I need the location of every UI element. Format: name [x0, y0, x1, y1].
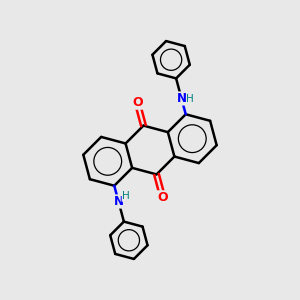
Text: H: H — [186, 94, 194, 104]
Text: H: H — [122, 191, 130, 202]
Text: O: O — [158, 191, 168, 204]
Text: N: N — [113, 195, 124, 208]
Text: O: O — [132, 96, 142, 109]
Text: N: N — [176, 92, 187, 105]
